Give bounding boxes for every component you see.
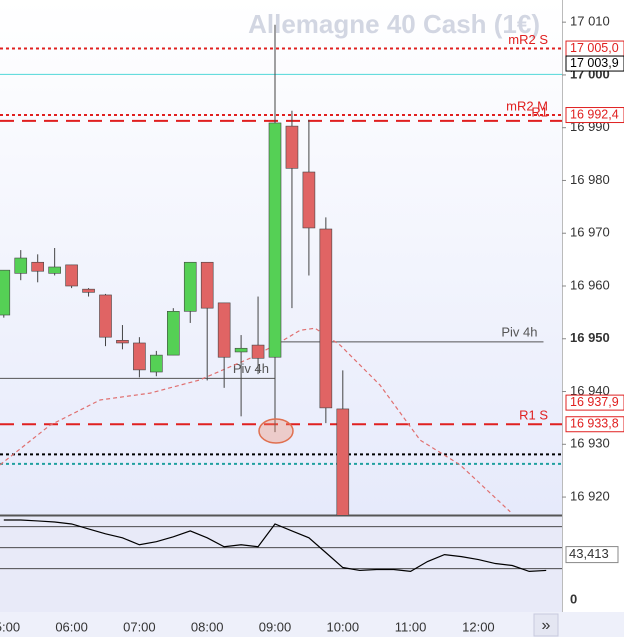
candle-body <box>116 340 129 344</box>
price-box: 17 003,9 <box>565 55 624 72</box>
oscillator-line <box>3 519 547 573</box>
candle-body <box>217 302 231 358</box>
level-label: R1 S <box>519 408 548 423</box>
price-box-bg <box>565 416 624 433</box>
candle-body <box>302 171 316 229</box>
candle-body <box>268 122 282 358</box>
level-label: mR2 S <box>508 32 548 47</box>
x-tick-label: 07:00 <box>123 619 156 634</box>
x-axis-background <box>0 612 624 637</box>
price-box: 16 937,9 <box>565 394 624 411</box>
y-tick-label: 16 930 <box>570 436 610 451</box>
highlight-marker <box>258 418 294 444</box>
candle-body <box>166 311 180 356</box>
x-tick-label: 08:00 <box>191 619 224 634</box>
pivot-label: Piv 4h <box>233 361 269 376</box>
chart-title: Allemagne 40 Cash (1€) <box>248 9 540 39</box>
x-tick-label: 12:00 <box>462 619 495 634</box>
level-label: mR2 M <box>506 98 548 113</box>
x-tick-label: 11:00 <box>395 619 427 634</box>
y-tick-label: 16 960 <box>570 277 610 292</box>
x-tick-label: 05:00 <box>0 619 20 634</box>
price-box-label: 16 937,9 <box>570 395 619 409</box>
price-box-label: 17 005,0 <box>570 41 619 55</box>
candle-body <box>319 228 333 409</box>
price-box-bg <box>565 55 624 72</box>
price-box-bg <box>565 394 624 411</box>
candle-body <box>31 261 44 272</box>
pivot-label: Piv 4h <box>501 324 537 339</box>
candle-body <box>183 261 197 312</box>
y-tick-label: 17 010 <box>570 14 610 29</box>
candle-body <box>150 354 163 373</box>
price-box-label: 17 003,9 <box>570 56 619 70</box>
candle-body <box>82 288 95 293</box>
value-box-bg <box>565 546 619 564</box>
y-tick-label: 16 970 <box>570 225 610 240</box>
level-label: R1 <box>531 104 548 119</box>
y-tick-label: 0 <box>570 592 577 607</box>
x-tick-label: 09:00 <box>259 619 292 634</box>
price-box-label: 16 933,8 <box>570 417 619 431</box>
axes: 16 920 16 930 16 940 16 950 16 960 16 970 16 9… <box>0 14 624 634</box>
candle-body <box>336 408 350 515</box>
candle-body <box>0 269 11 316</box>
price-box: 17 005,0 <box>565 40 624 57</box>
candle-body <box>48 266 61 274</box>
candle-body <box>14 257 28 274</box>
oscillator-background <box>0 515 562 612</box>
candle-body <box>99 294 112 338</box>
price-box: 16 992,4 <box>565 107 624 124</box>
candle-body <box>133 342 146 371</box>
candle-body <box>234 347 248 353</box>
moving-average <box>0 327 511 513</box>
x-tick-label: 10:00 <box>327 619 360 634</box>
price-box-label: 16 992,4 <box>570 107 619 121</box>
oscillator-plot <box>0 519 562 573</box>
candle-body <box>251 344 265 359</box>
price-box: 16 933,8 <box>565 416 624 433</box>
candle-body <box>200 261 214 309</box>
price-box-bg <box>565 107 624 124</box>
candle-body <box>65 264 78 287</box>
x-tick-label: 06:00 <box>55 619 88 634</box>
y-tick-label: 16 950 <box>570 330 610 345</box>
y-tick-label: 16 980 <box>570 172 610 187</box>
nav-button[interactable]: » <box>542 617 551 634</box>
y-tick-label: 16 920 <box>570 488 610 503</box>
nav-button-bg[interactable] <box>533 613 559 637</box>
value-box-label: 43,413 <box>569 546 609 561</box>
y-tick-label: 16 940 <box>570 383 610 398</box>
candle-body <box>285 125 299 169</box>
main-plot: Piv 4h Piv 4h <box>0 24 562 515</box>
